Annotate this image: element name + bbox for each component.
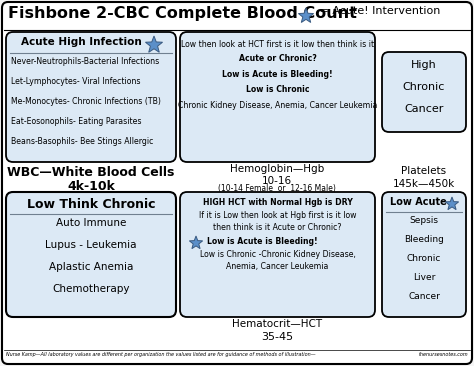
Text: Low is Acute is Bleeding!: Low is Acute is Bleeding!	[207, 237, 318, 246]
Text: 35-45: 35-45	[261, 332, 293, 342]
Text: Low is Chronic: Low is Chronic	[246, 85, 309, 94]
FancyBboxPatch shape	[6, 192, 176, 317]
Text: Liver: Liver	[413, 273, 435, 282]
Text: Aplastic Anemia: Aplastic Anemia	[49, 262, 133, 272]
Text: Auto Immune: Auto Immune	[56, 218, 126, 228]
Text: Acute or Chronic?: Acute or Chronic?	[238, 54, 317, 63]
Text: Eat-Eosonophils- Eating Parasites: Eat-Eosonophils- Eating Parasites	[11, 117, 142, 126]
Text: Fishbone 2-CBC Complete Blood Count: Fishbone 2-CBC Complete Blood Count	[8, 6, 357, 21]
Text: Low Acute: Low Acute	[390, 197, 447, 207]
Text: Nurse Kamp—All laboratory values are different per organization the values liste: Nurse Kamp—All laboratory values are dif…	[6, 352, 316, 357]
Text: Anemia, Cancer Leukemia: Anemia, Cancer Leukemia	[226, 262, 328, 271]
Text: then think is it Acute or Chronic?: then think is it Acute or Chronic?	[213, 223, 342, 232]
Text: Low then look at HCT first is it low then think is it: Low then look at HCT first is it low the…	[181, 40, 374, 49]
Text: Let-Lymphocytes- Viral Infections: Let-Lymphocytes- Viral Infections	[11, 77, 140, 86]
Text: Never-Neutrophils-Bacterial Infections: Never-Neutrophils-Bacterial Infections	[11, 57, 159, 66]
FancyBboxPatch shape	[382, 192, 466, 317]
Text: Chronic: Chronic	[407, 254, 441, 263]
Text: Cancer: Cancer	[408, 292, 440, 301]
Text: = Acute! Intervention: = Acute! Intervention	[316, 6, 440, 16]
Text: Chronic Kidney Disease, Anemia, Cancer Leukemia: Chronic Kidney Disease, Anemia, Cancer L…	[178, 101, 377, 110]
Polygon shape	[189, 236, 203, 249]
Text: Acute High Infection: Acute High Infection	[21, 37, 141, 47]
Text: Chronic: Chronic	[403, 82, 445, 92]
Text: 4k-10k: 4k-10k	[67, 180, 115, 193]
Text: thenursesnotes.com: thenursesnotes.com	[419, 352, 468, 357]
Text: Low Think Chronic: Low Think Chronic	[27, 198, 155, 211]
FancyBboxPatch shape	[180, 192, 375, 317]
FancyBboxPatch shape	[180, 32, 375, 162]
Text: Platelets: Platelets	[401, 166, 447, 176]
Text: Hematocrit—HCT: Hematocrit—HCT	[232, 319, 322, 329]
Text: Sepsis: Sepsis	[410, 216, 438, 225]
Text: Low is Acute is Bleeding!: Low is Acute is Bleeding!	[222, 70, 333, 79]
Text: Me-Monocytes- Chronic Infections (TB): Me-Monocytes- Chronic Infections (TB)	[11, 97, 161, 106]
Text: Low is Chronic -Chronic Kidney Disease,: Low is Chronic -Chronic Kidney Disease,	[200, 250, 356, 259]
Text: (10-14 Female  or  12-16 Male): (10-14 Female or 12-16 Male)	[218, 184, 336, 193]
FancyBboxPatch shape	[6, 32, 176, 162]
Polygon shape	[446, 197, 459, 210]
Text: If it is Low then look at Hgb first is it low: If it is Low then look at Hgb first is i…	[199, 211, 356, 220]
Text: WBC—White Blood Cells: WBC—White Blood Cells	[7, 166, 175, 179]
Text: Beans-Basophils- Bee Stings Allergic: Beans-Basophils- Bee Stings Allergic	[11, 137, 154, 146]
Text: High: High	[411, 60, 437, 70]
Text: Bleeding: Bleeding	[404, 235, 444, 244]
Text: Chemotherapy: Chemotherapy	[52, 284, 130, 294]
Polygon shape	[146, 36, 163, 52]
FancyBboxPatch shape	[382, 52, 466, 132]
Text: HIGH HCT with Normal Hgb is DRY: HIGH HCT with Normal Hgb is DRY	[202, 198, 353, 207]
Text: 145k—450k: 145k—450k	[393, 179, 455, 189]
Polygon shape	[299, 8, 314, 22]
Text: 10-16: 10-16	[262, 176, 292, 186]
Text: Cancer: Cancer	[404, 104, 444, 114]
Text: Hemoglobin—Hgb: Hemoglobin—Hgb	[230, 164, 324, 174]
Text: Lupus - Leukemia: Lupus - Leukemia	[45, 240, 137, 250]
